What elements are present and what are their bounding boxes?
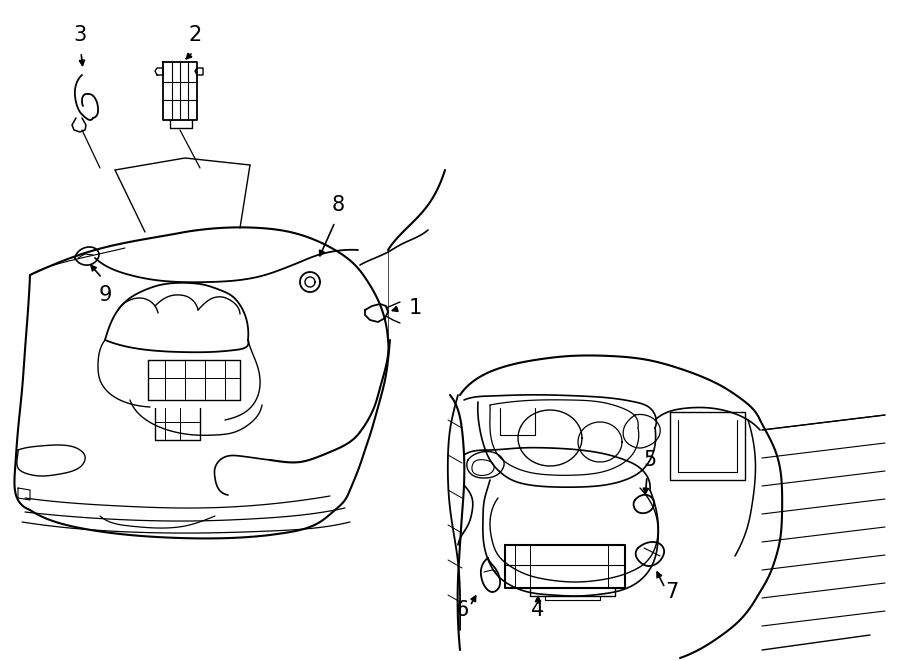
Text: 7: 7 bbox=[665, 582, 679, 602]
Text: 9: 9 bbox=[98, 285, 112, 305]
Text: 1: 1 bbox=[409, 298, 421, 318]
Text: 2: 2 bbox=[188, 25, 202, 45]
Text: 3: 3 bbox=[74, 25, 86, 45]
Text: 5: 5 bbox=[644, 450, 657, 470]
Text: 8: 8 bbox=[331, 195, 345, 215]
Text: 4: 4 bbox=[531, 600, 544, 620]
Text: 6: 6 bbox=[455, 600, 469, 620]
